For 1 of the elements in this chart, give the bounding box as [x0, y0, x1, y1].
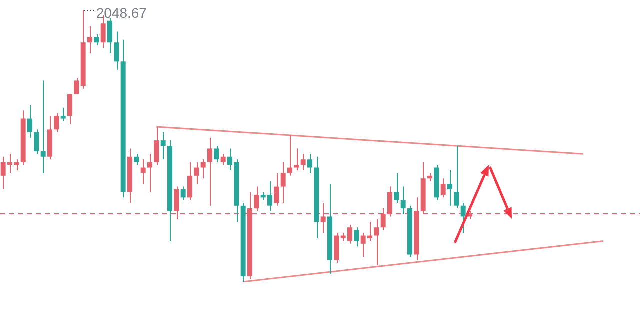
annotation: 2048.67 [96, 4, 148, 21]
